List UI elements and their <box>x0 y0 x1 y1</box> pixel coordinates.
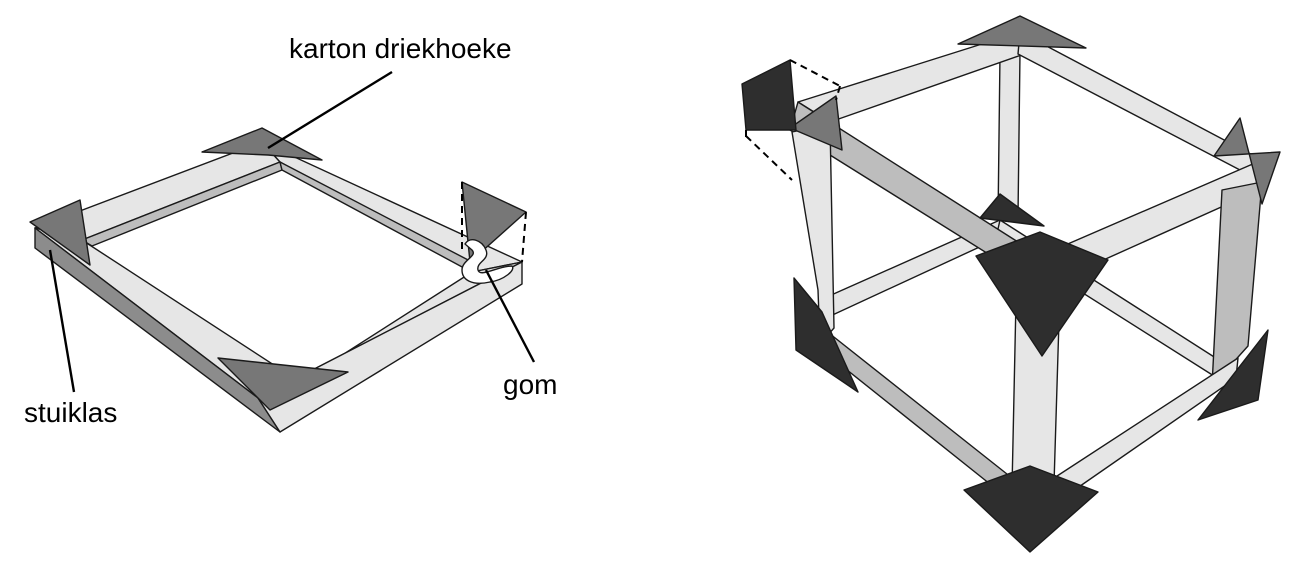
cube-triangle-top-right <box>1213 117 1281 205</box>
cube-triangle-top-back <box>957 15 1087 49</box>
cube-triangle-bottom-right <box>1197 329 1269 421</box>
cube-triangle-lifted <box>741 59 797 131</box>
glue-blob <box>461 239 514 284</box>
cube-bottom-bar-right <box>1053 357 1239 501</box>
cube-dashed-line-1 <box>789 59 841 87</box>
frame-triangle-back <box>201 127 323 161</box>
cube-triangle-top-left <box>789 95 843 151</box>
leader-triangles <box>267 70 393 150</box>
flat-frame: karton driekhoeke stuiklas gom <box>24 33 557 433</box>
frame-inner-strip-right <box>279 161 473 269</box>
leader-glue <box>484 269 536 363</box>
cube-dashed-line-3 <box>745 135 793 181</box>
cube-triangle-bottom-left <box>793 277 859 393</box>
cube-bottom-bar-left <box>811 325 1013 501</box>
leader-rod <box>48 249 76 393</box>
cube-triangle-center <box>975 231 1109 357</box>
cube-dashed-line-2 <box>835 85 841 101</box>
cube-triangle-bottom-front <box>963 465 1099 553</box>
frame-triangle-front <box>217 357 349 411</box>
cube-triangle-inner-back <box>979 193 1045 227</box>
cube-post-right <box>1211 181 1263 387</box>
cube-frame <box>741 15 1281 553</box>
label-rod: stuiklas <box>24 397 117 428</box>
frame-triangle-left <box>29 199 91 266</box>
label-glue: gom <box>503 369 557 400</box>
frame-dashed-line-2 <box>521 211 527 263</box>
frame-side-front <box>257 261 523 433</box>
label-triangles: karton driekhoeke <box>289 33 512 64</box>
